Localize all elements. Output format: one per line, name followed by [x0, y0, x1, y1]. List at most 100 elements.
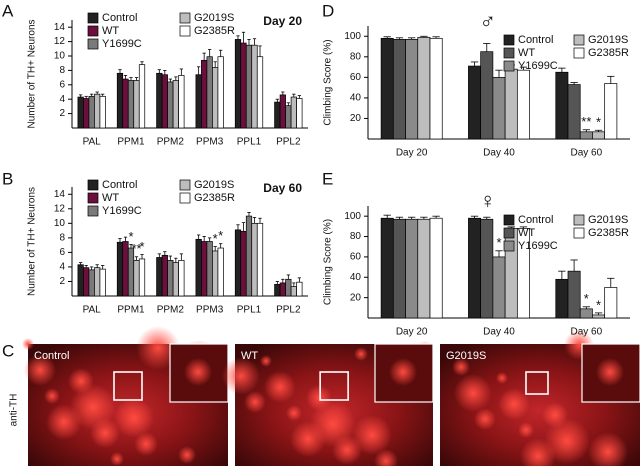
- bar: [195, 238, 202, 297]
- cell-blob: [454, 374, 492, 412]
- bar: [468, 217, 482, 319]
- legend-label: G2385R: [194, 25, 235, 37]
- bar: [251, 222, 258, 297]
- legend-swatch: [179, 25, 191, 37]
- legend-label: WT: [102, 192, 119, 204]
- cell-blob: [90, 418, 120, 448]
- y-axis-title: Number of TH+ Neurons: [27, 187, 38, 296]
- significance-mark: *: [596, 115, 601, 130]
- panel-label: D: [322, 1, 334, 20]
- legend-label: G2019S: [588, 214, 628, 226]
- legend-swatch: [179, 192, 191, 204]
- legend-label: Control: [518, 214, 553, 226]
- y-tick-label: 8: [59, 233, 65, 244]
- x-tick-label: PPL2: [276, 137, 301, 148]
- y-tick-label: 100: [344, 31, 361, 42]
- roi-box: [525, 371, 549, 395]
- bar: [380, 217, 394, 319]
- legend-swatch: [503, 34, 515, 46]
- x-tick-label: Day 20: [396, 148, 428, 159]
- bar: [380, 37, 394, 140]
- legend-label: WT: [518, 227, 535, 239]
- x-tick-label: PPM1: [117, 137, 145, 148]
- bar: [122, 78, 129, 129]
- bar: [133, 260, 140, 297]
- cell-blob: [244, 391, 266, 413]
- legend-label: Y1699C: [102, 38, 142, 50]
- bar: [172, 80, 179, 129]
- y-tick-label: 60: [350, 72, 362, 83]
- x-tick-label: Day 20: [396, 327, 428, 338]
- legend-swatch: [87, 192, 99, 204]
- bar: [279, 94, 286, 129]
- bar: [296, 281, 303, 297]
- bar: [156, 72, 163, 129]
- bar: [604, 83, 618, 140]
- cell-blob: [24, 354, 56, 386]
- y-tick-label: 14: [54, 22, 66, 33]
- cell-blob: [332, 435, 362, 465]
- bar: [94, 93, 101, 129]
- legend-label: Control: [518, 34, 553, 46]
- y-tick-label: 20: [350, 292, 362, 303]
- bar: [296, 98, 303, 129]
- bar: [172, 262, 179, 297]
- legend-swatch: [179, 179, 191, 191]
- bar: [274, 101, 281, 129]
- bar: [116, 241, 124, 297]
- bar: [417, 36, 431, 140]
- legend-swatch: [87, 179, 99, 191]
- cell-blob: [290, 421, 326, 457]
- legend-label: G2385R: [194, 192, 235, 204]
- stain-label: anti-TH: [9, 394, 20, 427]
- y-tick-label: 10: [54, 218, 66, 229]
- cell-blob: [588, 432, 628, 466]
- legend-label: G2019S: [194, 179, 234, 191]
- x-tick-label: PPM3: [196, 305, 224, 316]
- significance-mark: **: [581, 114, 591, 129]
- bar: [285, 278, 292, 297]
- bar: [122, 241, 129, 297]
- y-axis-title: Climbing Score (%): [323, 39, 334, 125]
- legend-label: WT: [102, 25, 119, 37]
- significance-mark: **: [131, 241, 141, 256]
- bar: [492, 77, 506, 140]
- cell-blob: [374, 449, 398, 466]
- cell-blob: [46, 404, 82, 440]
- legend-swatch: [503, 240, 515, 252]
- bar: [138, 258, 146, 297]
- bar: [592, 131, 606, 140]
- bar: [290, 96, 297, 129]
- bar: [592, 314, 606, 319]
- bar: [77, 264, 84, 297]
- bar: [167, 260, 174, 297]
- x-tick-label: PPM2: [157, 137, 185, 148]
- y-tick-label: 4: [59, 94, 65, 105]
- legend-swatch: [87, 205, 99, 217]
- x-tick-label: PAL: [83, 305, 102, 316]
- bar: [256, 56, 264, 129]
- legend-label: WT: [518, 47, 535, 59]
- cell-blob: [222, 357, 260, 395]
- significance-mark: *: [496, 235, 501, 250]
- legend-label: G2385R: [588, 47, 629, 59]
- bar: [88, 269, 95, 297]
- legend-swatch: [503, 214, 515, 226]
- legend-swatch: [87, 38, 99, 50]
- x-tick-label: Day 40: [483, 327, 515, 338]
- bar: [555, 278, 569, 319]
- legend-swatch: [87, 12, 99, 24]
- bar: [480, 218, 494, 319]
- y-tick-label: 2: [59, 108, 65, 119]
- bar: [240, 230, 247, 297]
- y-tick-label: 6: [59, 79, 65, 90]
- bar: [274, 284, 281, 297]
- bar: [217, 56, 224, 129]
- bar: [579, 131, 593, 140]
- image-panel-group: C anti-TH: [2, 341, 20, 426]
- x-tick-label: PPL1: [237, 305, 262, 316]
- y-tick-label: 80: [350, 51, 362, 62]
- y-tick-label: 6: [59, 247, 65, 258]
- x-tick-label: PPL2: [276, 305, 301, 316]
- inset-cell: [184, 358, 212, 386]
